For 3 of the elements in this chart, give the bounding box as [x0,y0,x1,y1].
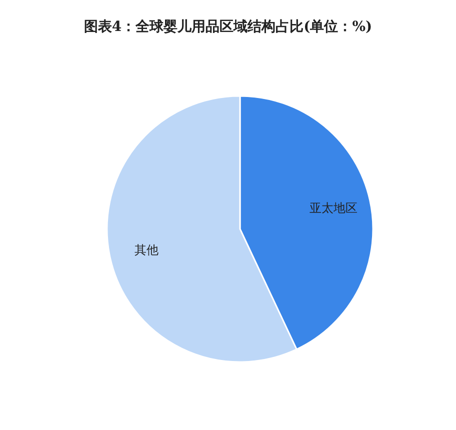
slice-label: 其他 [134,242,159,257]
chart-title: 图表4：全球婴儿用品区域结构占比(单位：%) [82,18,374,37]
slice-label: 亚太地区 [309,201,358,216]
